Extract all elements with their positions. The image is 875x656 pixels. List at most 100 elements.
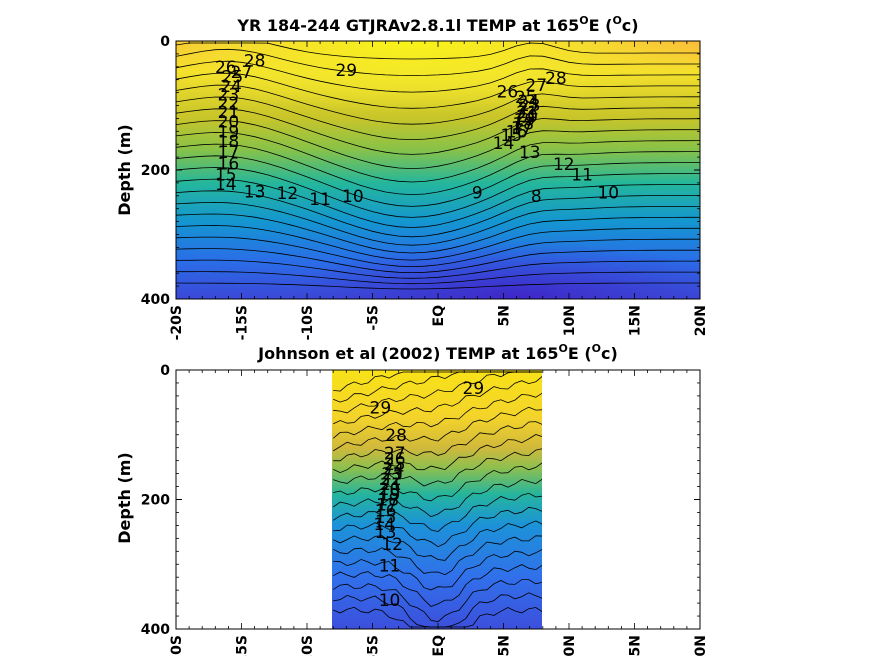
- isotherm-11: [176, 248, 700, 274]
- y-tick-label: 400: [141, 292, 170, 308]
- contour-label: 19: [218, 122, 240, 142]
- contour-label: 16: [218, 155, 240, 175]
- isotherm-27: [333, 371, 542, 414]
- x-tick-label: 15N: [628, 635, 644, 656]
- isotherm-20: [176, 143, 700, 196]
- contour-label: 17: [376, 496, 398, 516]
- isotherm-8: [176, 282, 700, 290]
- contour-label: 16: [506, 122, 528, 142]
- contour-label: 8: [531, 187, 542, 207]
- x-tick-label: 10N: [562, 635, 578, 656]
- contour-label: 22: [218, 94, 240, 114]
- isotherm-22: [176, 120, 700, 170]
- isotherm-23: [333, 421, 542, 462]
- x-tick-label: -10S: [300, 635, 316, 656]
- x-tick-label: EQ: [431, 635, 447, 656]
- y-tick-label: 200: [141, 163, 170, 179]
- chart-top-x-axis: -20S -15S -10S -5S EQ 5N 10N 15N 20N: [169, 41, 709, 340]
- contour-label: 22: [518, 100, 540, 120]
- contour-label: 21: [516, 103, 538, 123]
- isotherm-9: [176, 271, 700, 285]
- contour-label: 26: [497, 82, 519, 102]
- contour-label: 21: [218, 103, 240, 123]
- chart-bottom-title: Johnson et al (2002) TEMP at 165OE (Oc): [257, 342, 618, 363]
- contour-label: 26: [215, 58, 237, 78]
- isotherm-17: [176, 178, 700, 228]
- contour-label: 14: [215, 175, 237, 195]
- isotherm-29: [176, 42, 700, 60]
- chart-top-field: [176, 41, 700, 299]
- contour-label: 10: [342, 187, 364, 207]
- contour-label: 18: [512, 115, 534, 135]
- isotherm-25: [332, 392, 542, 439]
- x-tick-label: 15N: [628, 305, 644, 336]
- contour-label: 26: [384, 450, 406, 470]
- contour-label: 27: [384, 444, 406, 464]
- x-tick-label: -20S: [169, 305, 185, 340]
- isotherm-26: [333, 376, 542, 425]
- chart-top-y-axis: 0 200 400: [141, 34, 700, 308]
- isotherm-26: [176, 72, 700, 109]
- contour-label: 16: [375, 502, 397, 522]
- y-tick-label: 400: [141, 622, 170, 638]
- contour-label: 18: [218, 132, 240, 152]
- contour-label: 23: [218, 86, 240, 106]
- x-tick-label: 10N: [562, 305, 578, 336]
- isotherm-27: [176, 60, 700, 93]
- contour-label: 24: [220, 77, 242, 97]
- isotherm-25: [176, 84, 700, 125]
- contour-label: 27: [525, 76, 547, 96]
- contour-label: 23: [381, 465, 403, 485]
- contour-label: 24: [383, 459, 405, 479]
- chart-bottom-contour-labels: 29 29 282726252423222120191817161514131211…: [370, 379, 485, 611]
- contour-label: 25: [222, 67, 244, 87]
- isotherm-28: [176, 48, 700, 77]
- isotherm-16: [333, 520, 542, 561]
- contour-label: 29: [335, 61, 357, 81]
- chart-bottom-field: [332, 370, 542, 629]
- contour-label: 17: [511, 118, 533, 138]
- isotherm-18: [332, 492, 542, 533]
- contour-label: 21: [380, 475, 402, 495]
- isotherm-13: [176, 225, 700, 261]
- contour-label: 20: [516, 107, 538, 127]
- isotherm-19: [332, 478, 542, 518]
- contour-label: 20: [218, 113, 240, 133]
- y-tick-label: 0: [160, 363, 170, 379]
- isotherm-19: [176, 155, 700, 207]
- isotherm-12: [176, 236, 700, 268]
- x-tick-label: -15S: [235, 305, 251, 340]
- contour-label: 27: [231, 63, 253, 83]
- chart-top-title: YR 184-244 GTJRAv2.8.1l TEMP at 165OE (O…: [236, 14, 638, 35]
- contour-label: 18: [377, 491, 399, 511]
- contour-label: 25: [515, 88, 537, 108]
- isotherm-21: [333, 448, 542, 487]
- contour-label: 25: [384, 455, 406, 475]
- contour-label: 14: [373, 515, 395, 535]
- x-tick-label: 5N: [497, 635, 513, 656]
- isotherm-14: [333, 549, 542, 591]
- isotherm-16: [176, 190, 700, 238]
- y-tick-label: 0: [160, 34, 170, 50]
- isotherm-10: [176, 259, 700, 279]
- contour-label: 10: [597, 184, 619, 204]
- contour-label: 29: [370, 399, 392, 419]
- contour-label: 12: [381, 535, 403, 555]
- contour-label: 29: [463, 379, 485, 399]
- contour-label: 13: [244, 182, 266, 202]
- chart-top-ylabel: Depth (m): [115, 124, 134, 216]
- contour-label: 12: [553, 155, 575, 175]
- x-tick-label: -10S: [300, 305, 316, 340]
- contour-label: 20: [379, 480, 401, 500]
- chart-bottom-x-axis: -20S -15S -10S -5S EQ 5N 10N 15N 20N: [169, 370, 709, 656]
- isotherm-18: [176, 167, 700, 218]
- isotherm-14: [176, 213, 700, 254]
- chart-bottom-y-axis: 0 200 400: [141, 363, 700, 638]
- contour-label: 19: [379, 485, 401, 505]
- contour-label: 17: [218, 143, 240, 163]
- contour-label: 22: [380, 470, 402, 490]
- chart-top-contours: [176, 42, 700, 290]
- contour-label: 14: [493, 134, 515, 154]
- contour-label: 19: [514, 111, 536, 131]
